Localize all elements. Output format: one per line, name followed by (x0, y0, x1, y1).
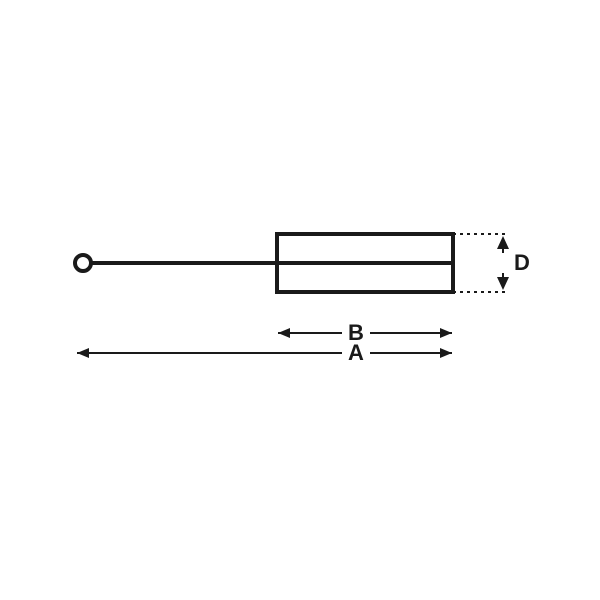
dim-a-label: A (348, 340, 364, 365)
dim-d-label: D (514, 250, 530, 275)
brush-dimension-diagram: DBA (0, 0, 600, 600)
canvas-bg (0, 0, 600, 600)
